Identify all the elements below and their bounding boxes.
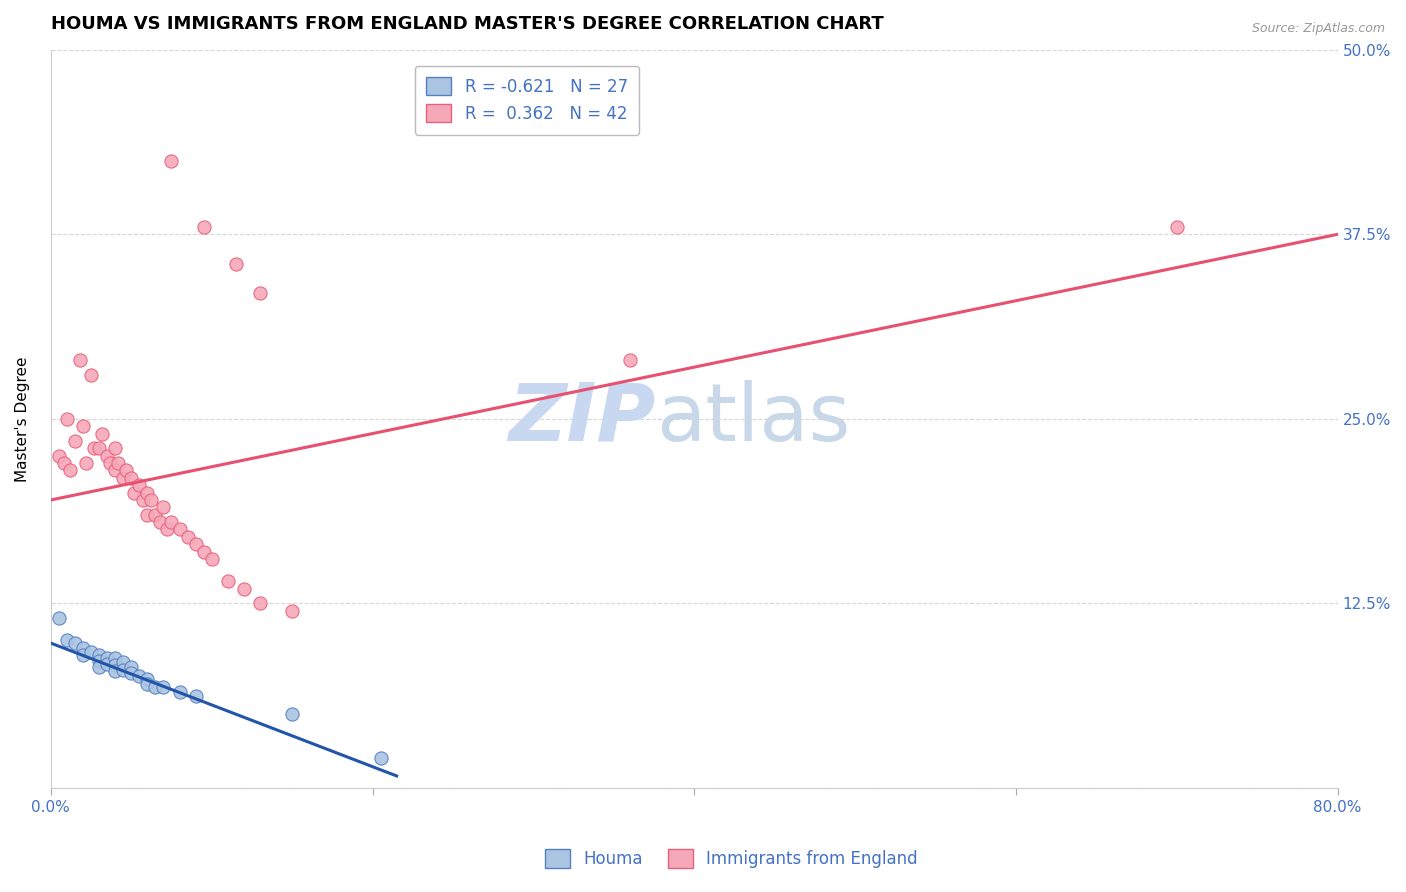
Point	[96, 651, 118, 665]
Point	[87, 654, 110, 668]
Point	[136, 508, 159, 522]
Point	[249, 596, 271, 610]
Point	[59, 463, 82, 477]
Point	[128, 478, 150, 492]
Y-axis label: Master's Degree: Master's Degree	[15, 356, 30, 482]
Point	[136, 677, 159, 691]
Point	[112, 663, 135, 677]
Text: Source: ZipAtlas.com: Source: ZipAtlas.com	[1251, 22, 1385, 36]
Point	[136, 485, 159, 500]
Point	[249, 286, 271, 301]
Point	[139, 492, 162, 507]
Point	[104, 442, 127, 456]
Point	[56, 411, 79, 425]
Point	[160, 153, 183, 168]
Point	[225, 257, 247, 271]
Point	[104, 463, 127, 477]
Point	[201, 552, 224, 566]
Point	[112, 655, 135, 669]
Point	[124, 485, 146, 500]
Point	[87, 659, 110, 673]
Point	[112, 471, 135, 485]
Point	[176, 530, 198, 544]
Point	[184, 537, 207, 551]
Point	[619, 352, 641, 367]
Point	[156, 523, 179, 537]
Point	[104, 658, 127, 673]
Point	[232, 582, 254, 596]
Point	[96, 657, 118, 671]
Point	[87, 442, 110, 456]
Point	[217, 574, 239, 588]
Point	[160, 515, 183, 529]
Point	[72, 648, 94, 662]
Point	[69, 352, 91, 367]
Legend: Houma, Immigrants from England: Houma, Immigrants from England	[538, 843, 924, 875]
Point	[80, 368, 103, 382]
Text: atlas: atlas	[655, 380, 851, 458]
Point	[193, 219, 215, 234]
Point	[370, 751, 392, 765]
Point	[120, 471, 142, 485]
Point	[145, 508, 167, 522]
Point	[149, 515, 172, 529]
Point	[152, 500, 174, 515]
Point	[104, 651, 127, 665]
Point	[98, 456, 121, 470]
Point	[104, 664, 127, 678]
Point	[56, 633, 79, 648]
Point	[72, 640, 94, 655]
Point	[128, 668, 150, 682]
Point	[169, 523, 191, 537]
Point	[120, 665, 142, 680]
Point	[131, 492, 153, 507]
Point	[136, 672, 159, 686]
Point	[1166, 219, 1188, 234]
Point	[184, 690, 207, 704]
Point	[145, 681, 167, 695]
Point	[52, 456, 75, 470]
Text: HOUMA VS IMMIGRANTS FROM ENGLAND MASTER'S DEGREE CORRELATION CHART: HOUMA VS IMMIGRANTS FROM ENGLAND MASTER'…	[51, 15, 883, 33]
Point	[152, 681, 174, 695]
Point	[107, 456, 129, 470]
Point	[72, 419, 94, 434]
Point	[193, 544, 215, 558]
Point	[63, 636, 86, 650]
Point	[281, 706, 304, 721]
Point	[120, 659, 142, 673]
Point	[80, 645, 103, 659]
Point	[83, 442, 105, 456]
Point	[87, 648, 110, 662]
Point	[281, 604, 304, 618]
Point	[75, 456, 97, 470]
Point	[91, 426, 114, 441]
Text: ZIP: ZIP	[508, 380, 655, 458]
Legend: R = -0.621   N = 27, R =  0.362   N = 42: R = -0.621 N = 27, R = 0.362 N = 42	[415, 65, 640, 135]
Point	[115, 463, 138, 477]
Point	[169, 685, 191, 699]
Point	[63, 434, 86, 448]
Point	[48, 611, 70, 625]
Point	[96, 449, 118, 463]
Point	[48, 449, 70, 463]
